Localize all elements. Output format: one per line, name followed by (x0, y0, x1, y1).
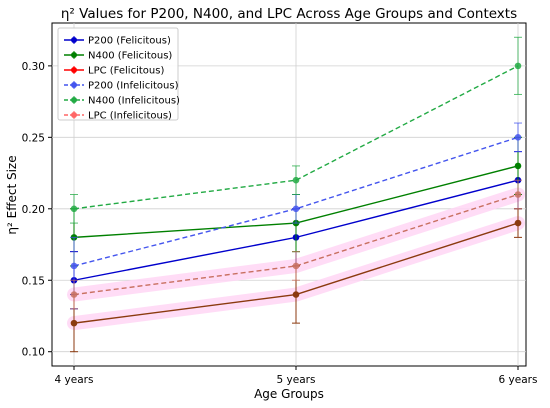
data-point (70, 291, 78, 298)
legend-marker (71, 97, 77, 103)
legend-label: LPC (Infelicitous) (88, 111, 172, 122)
chart-title: η² Values for P200, N400, and LPC Across… (61, 6, 517, 22)
legend-label: P200 (Felicitous) (88, 36, 171, 47)
data-point (514, 134, 522, 141)
y-axis: 0.10 0.15 0.20 0.25 0.30 (22, 61, 52, 359)
data-point (70, 205, 78, 213)
legend-label: LPC (Felicitous) (88, 66, 164, 77)
series-5 (70, 179, 522, 310)
data-point (514, 191, 522, 198)
y-tick-label: 0.10 (22, 347, 45, 359)
legend-marker (71, 67, 77, 73)
data-point (292, 291, 300, 298)
legend-label: P200 (Infelicitous) (88, 81, 179, 92)
x-axis: 4 years 5 years 6 years (55, 366, 538, 386)
series-line (73, 136, 519, 267)
y-axis-label: η² Effect Size (5, 155, 19, 234)
data-point (70, 319, 78, 327)
legend-marker (71, 112, 77, 118)
legend-marker (71, 52, 77, 58)
y-tick-label: 0.30 (22, 61, 45, 73)
series-2 (70, 208, 522, 353)
x-axis-label: Age Groups (254, 387, 324, 401)
legend-box (57, 27, 179, 121)
series-line (73, 65, 519, 210)
legend-label: N400 (Felicitous) (88, 51, 172, 62)
data-point (292, 176, 300, 184)
x-tick-label: 6 years (499, 374, 538, 386)
series-4 (70, 36, 522, 224)
legend-marker (71, 37, 77, 43)
data-point (70, 262, 78, 270)
x-tick-label: 5 years (277, 374, 316, 386)
x-tick-label: 4 years (55, 374, 94, 386)
y-tick-label: 0.15 (22, 275, 45, 287)
legend-label: N400 (Infelicitous) (88, 96, 180, 107)
data-point (514, 162, 522, 170)
data-point (514, 62, 522, 70)
legend-marker (71, 82, 77, 88)
series-line (73, 193, 519, 296)
y-tick-label: 0.25 (22, 132, 45, 144)
data-point (514, 219, 522, 227)
data-point (292, 205, 300, 213)
data-point (292, 262, 300, 270)
y-tick-label: 0.20 (22, 204, 45, 216)
legend: P200 (Felicitous) N400 (Felicitous) LPC (F… (57, 27, 180, 122)
series-group (70, 36, 522, 353)
